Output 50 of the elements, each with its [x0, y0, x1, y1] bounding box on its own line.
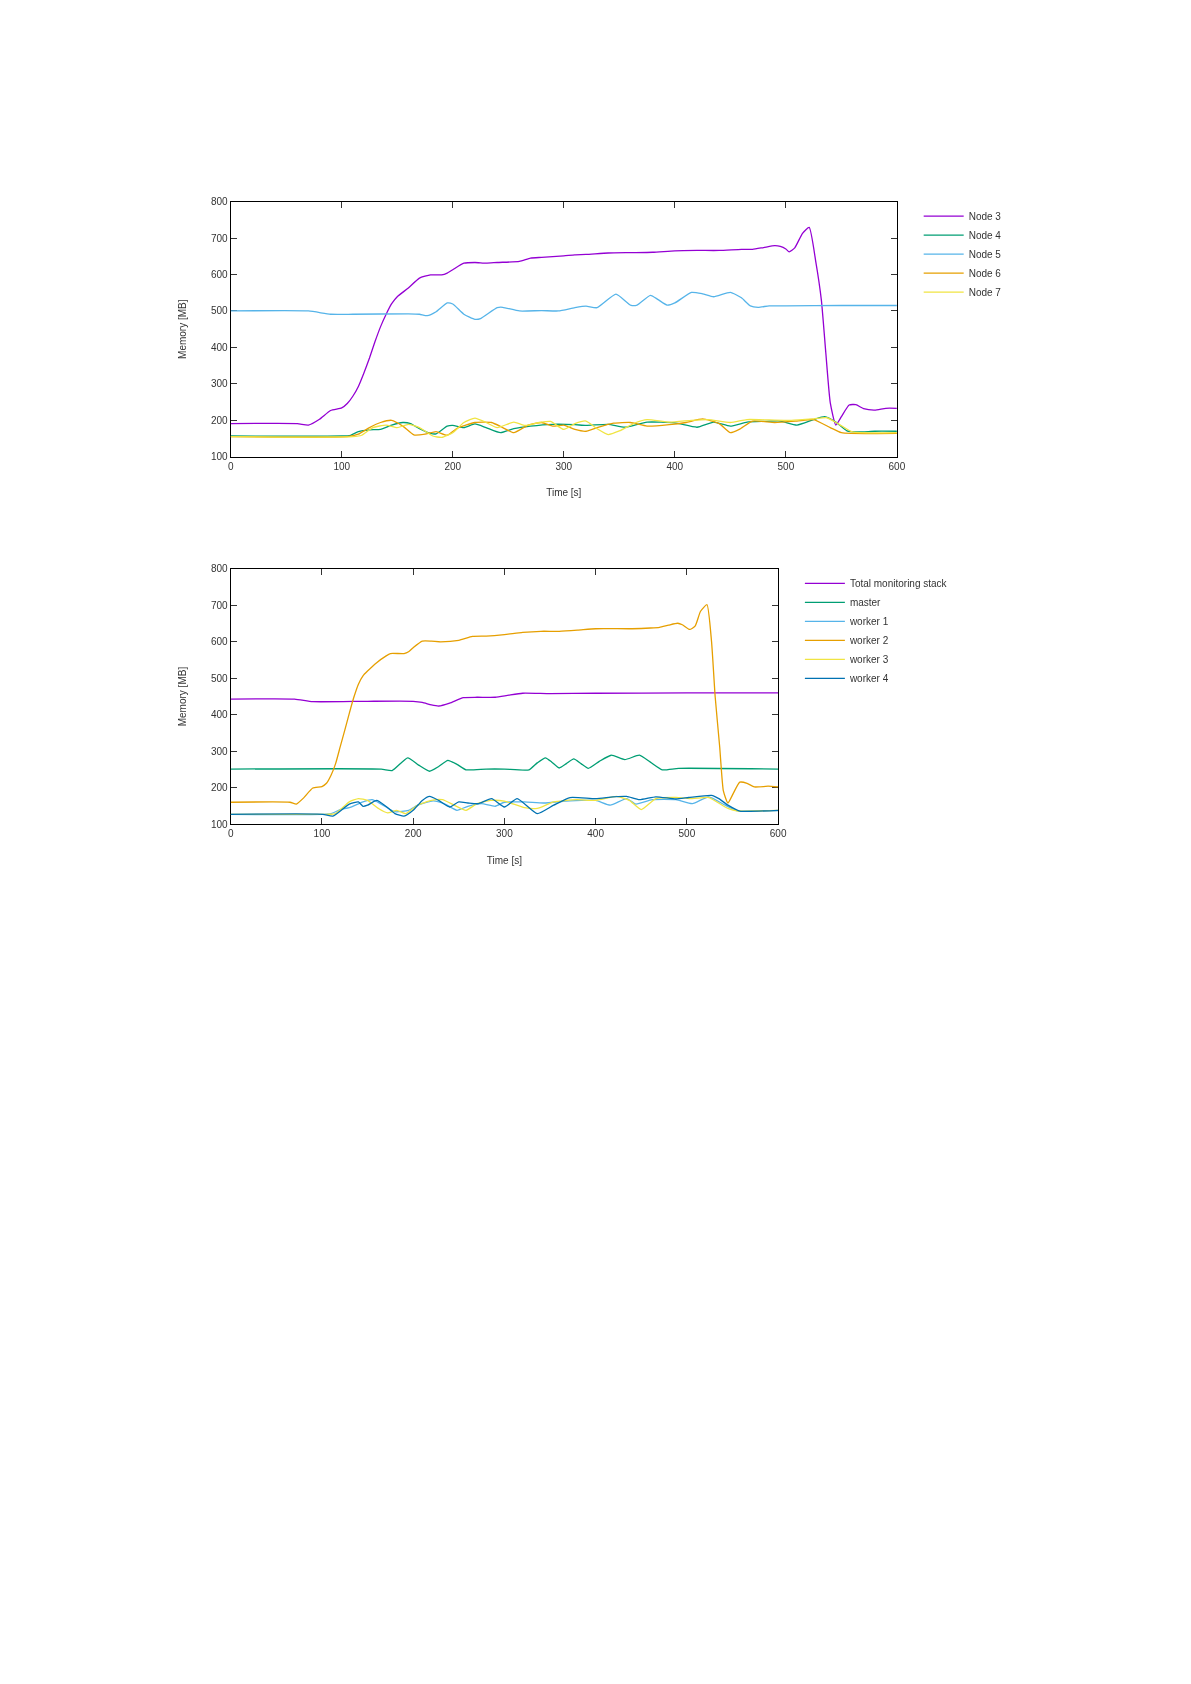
y-tick-label: 200 [210, 782, 229, 794]
y-tick-label: 400 [210, 341, 229, 353]
x-tick-label: 0 [227, 460, 234, 472]
line-series [230, 226, 897, 426]
x-tick-label: 100 [313, 828, 331, 840]
line-series [230, 692, 779, 707]
x-axis-title: Time [s] [546, 487, 582, 499]
x-tick-label: 200 [404, 828, 422, 840]
legend-label: Total monitoring stack [849, 578, 948, 590]
y-tick-label: 500 [210, 672, 229, 684]
legend-label: worker 4 [848, 673, 889, 685]
y-tick-label: 200 [210, 414, 229, 426]
y-tick-label: 700 [210, 599, 229, 611]
legend-label: Node 3 [968, 211, 1002, 222]
y-tick-label: 400 [210, 709, 229, 721]
x-tick-label: 300 [496, 828, 514, 840]
y-tick-label: 600 [210, 636, 229, 648]
y-tick-label: 100 [210, 818, 229, 830]
legend-label: master [849, 597, 882, 609]
y-tick-label: 300 [210, 378, 229, 390]
y-axis-title: Memory [MB] [176, 666, 188, 727]
legend-label: Node 6 [968, 268, 1002, 279]
y-tick-label: 800 [210, 563, 229, 575]
x-axis-title: Time [s] [486, 854, 523, 866]
legend-label: Node 4 [968, 230, 1002, 241]
legend-label: Node 7 [968, 287, 1002, 298]
x-tick-label: 600 [769, 828, 787, 840]
x-tick-label: 0 [227, 828, 234, 840]
y-axis-title: Memory [MB] [176, 299, 188, 359]
y-tick-label: 300 [210, 745, 229, 757]
line-series [230, 291, 897, 320]
y-tick-label: 700 [210, 232, 229, 244]
x-tick-label: 200 [444, 460, 462, 472]
line-series [230, 604, 779, 805]
x-tick-label: 500 [678, 828, 696, 840]
y-tick-label: 100 [210, 451, 229, 463]
x-tick-label: 400 [666, 460, 684, 472]
y-tick-label: 800 [210, 196, 229, 208]
x-tick-label: 500 [777, 460, 795, 472]
line-series [230, 754, 779, 772]
x-tick-label: 600 [888, 460, 906, 472]
legend-label: worker 3 [848, 654, 889, 666]
y-tick-label: 600 [210, 269, 229, 281]
legend-label: worker 2 [848, 635, 889, 647]
x-tick-label: 300 [555, 460, 573, 472]
x-tick-label: 100 [333, 460, 351, 472]
legend-label: worker 1 [848, 616, 889, 628]
y-tick-label: 500 [210, 305, 229, 317]
legend-label: Node 5 [968, 249, 1002, 260]
x-tick-label: 400 [587, 828, 605, 840]
